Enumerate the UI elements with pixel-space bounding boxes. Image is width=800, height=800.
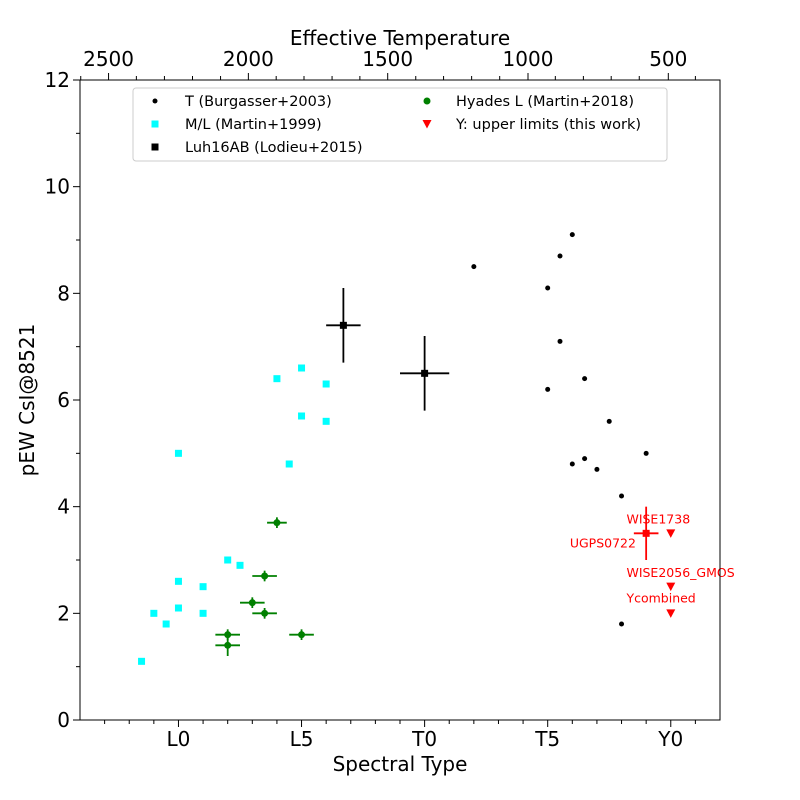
top-tick-label: 2500 bbox=[83, 47, 134, 71]
data-point bbox=[545, 386, 551, 392]
legend-marker bbox=[151, 143, 159, 151]
legend-marker bbox=[151, 120, 159, 128]
top-tick-label: 500 bbox=[649, 47, 687, 71]
series-group bbox=[138, 364, 330, 665]
y-tick-label: 12 bbox=[45, 68, 70, 92]
legend-marker bbox=[423, 97, 431, 105]
legend-marker bbox=[422, 120, 432, 129]
data-point bbox=[322, 417, 330, 425]
top-axis-label: Effective Temperature bbox=[290, 26, 510, 50]
data-point bbox=[248, 599, 256, 607]
data-point bbox=[236, 561, 244, 569]
data-point bbox=[569, 232, 575, 238]
y-tick-label: 10 bbox=[45, 175, 70, 199]
legend-entry: M/L (Martin+1999) bbox=[151, 117, 322, 133]
data-point bbox=[224, 641, 232, 649]
data-point bbox=[582, 456, 588, 462]
legend: T (Burgasser+2003) M/L (Martin+1999) Luh16… bbox=[132, 87, 668, 162]
data-point bbox=[569, 461, 575, 467]
data-point bbox=[224, 556, 232, 564]
legend-label: Y: upper limits (this work) bbox=[455, 117, 641, 133]
data-point bbox=[273, 519, 281, 527]
x-tick-label: L0 bbox=[167, 727, 191, 751]
annotation-label: WISE1738 bbox=[626, 512, 690, 527]
x-tick-label: L5 bbox=[290, 727, 314, 751]
data-point bbox=[643, 450, 649, 456]
y-tick-label: 8 bbox=[57, 281, 70, 305]
legend-label: Hyades L (Martin+2018) bbox=[456, 94, 634, 110]
data-point bbox=[619, 621, 625, 627]
data-point bbox=[421, 369, 429, 377]
axes-layer: Spectral Type pEW CsI@8521 Effective Tem… bbox=[15, 26, 721, 776]
data-point bbox=[582, 376, 588, 382]
data-point bbox=[138, 657, 146, 665]
data-point bbox=[471, 264, 477, 270]
data-point bbox=[298, 364, 306, 372]
data-point bbox=[666, 582, 676, 592]
data-point bbox=[339, 321, 347, 329]
series-group bbox=[215, 517, 314, 656]
legend-frame bbox=[132, 87, 668, 162]
annotation-label: Ycombined bbox=[625, 591, 695, 606]
annotation-label: WISE2056_GMOS bbox=[626, 565, 734, 580]
y-tick-label: 6 bbox=[57, 388, 70, 412]
data-point bbox=[666, 529, 676, 538]
data-point bbox=[606, 418, 612, 424]
data-point bbox=[162, 620, 170, 628]
data-point bbox=[322, 380, 330, 388]
ugps-point bbox=[642, 529, 650, 537]
legend-label: Luh16AB (Lodieu+2015) bbox=[185, 140, 363, 156]
top-tick-label: 2000 bbox=[223, 47, 274, 71]
data-point bbox=[666, 609, 676, 618]
data-point bbox=[594, 466, 600, 472]
x-tick-label: T0 bbox=[411, 727, 437, 751]
data-point bbox=[199, 609, 207, 617]
data-point bbox=[557, 338, 563, 344]
data-point bbox=[174, 449, 182, 457]
data-point bbox=[150, 609, 158, 617]
series-group bbox=[666, 529, 676, 618]
legend-entry: T (Burgasser+2003) bbox=[152, 94, 332, 110]
x-axis-label: Spectral Type bbox=[333, 752, 468, 776]
x-tick-label: Y0 bbox=[657, 727, 683, 751]
legend-entry: Luh16AB (Lodieu+2015) bbox=[151, 140, 363, 156]
legend-label: T (Burgasser+2003) bbox=[184, 94, 332, 110]
y-tick-label: 2 bbox=[57, 601, 70, 625]
legend-marker bbox=[152, 98, 158, 104]
data-point bbox=[273, 375, 281, 383]
x-tick-label: T5 bbox=[534, 727, 560, 751]
series-group bbox=[326, 288, 450, 411]
y-tick-label: 4 bbox=[57, 495, 70, 519]
series-group bbox=[471, 232, 649, 627]
data-point bbox=[545, 285, 551, 291]
annotation-label: UGPS0722 bbox=[570, 536, 636, 551]
data-point bbox=[557, 253, 563, 259]
data-point bbox=[298, 412, 306, 420]
y-axis-label: pEW CsI@8521 bbox=[15, 324, 39, 477]
data-point bbox=[224, 631, 232, 639]
data-layer: WISE1738 UGPS0722 WISE2056_GMOS Ycombined bbox=[138, 232, 735, 665]
data-point bbox=[285, 460, 293, 468]
data-point bbox=[298, 631, 306, 639]
data-point bbox=[174, 577, 182, 585]
legend-label: M/L (Martin+1999) bbox=[185, 117, 322, 133]
data-point bbox=[261, 572, 269, 580]
top-tick-label: 1500 bbox=[362, 47, 413, 71]
data-point bbox=[199, 583, 207, 591]
legend-entry: Hyades L (Martin+2018) bbox=[423, 94, 634, 110]
data-point bbox=[174, 604, 182, 612]
legend-entry: Y: upper limits (this work) bbox=[422, 117, 641, 133]
top-tick-label: 1000 bbox=[503, 47, 554, 71]
data-point bbox=[619, 493, 625, 499]
data-point bbox=[261, 609, 269, 617]
y-tick-label: 0 bbox=[57, 708, 70, 732]
